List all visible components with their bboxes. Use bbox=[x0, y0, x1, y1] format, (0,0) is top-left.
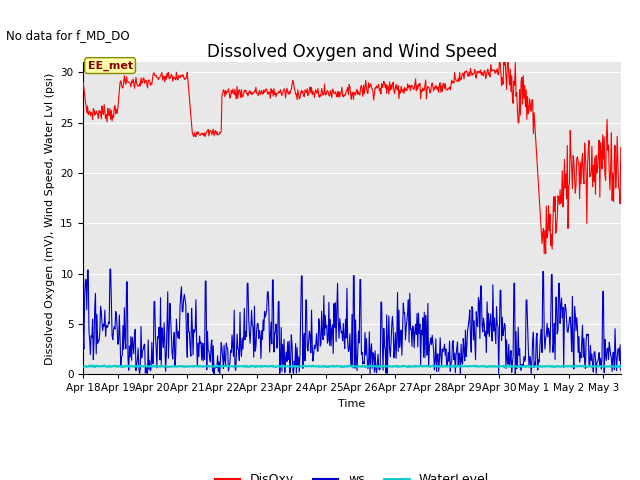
Text: No data for f_MD_DO: No data for f_MD_DO bbox=[6, 29, 130, 42]
Legend: DisOxy, ws, WaterLevel: DisOxy, ws, WaterLevel bbox=[210, 468, 494, 480]
Y-axis label: Dissolved Oxygen (mV), Wind Speed, Water Lvl (psi): Dissolved Oxygen (mV), Wind Speed, Water… bbox=[45, 72, 54, 364]
Title: Dissolved Oxygen and Wind Speed: Dissolved Oxygen and Wind Speed bbox=[207, 43, 497, 61]
X-axis label: Time: Time bbox=[339, 399, 365, 409]
Text: EE_met: EE_met bbox=[88, 60, 132, 71]
